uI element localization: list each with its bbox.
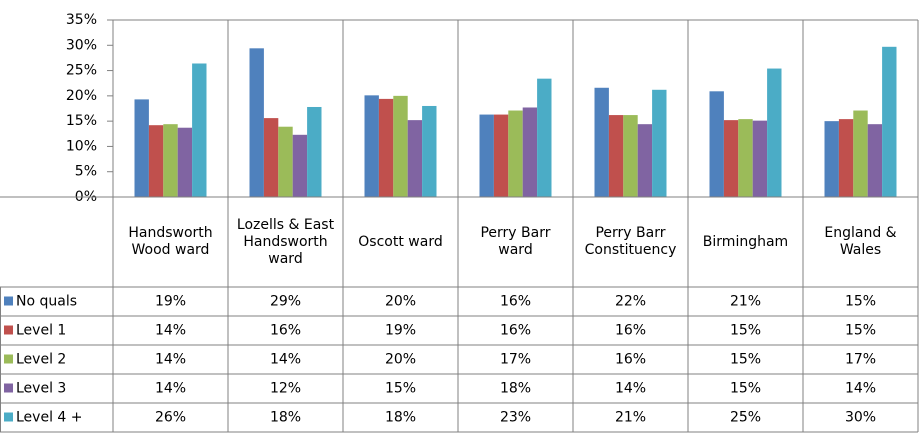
bar — [163, 124, 178, 197]
bar — [307, 106, 322, 197]
bar — [249, 48, 264, 197]
bar — [177, 127, 193, 197]
table-value: 18% — [500, 381, 531, 397]
table-value: 15% — [845, 294, 876, 310]
bar — [767, 68, 782, 197]
category-label: Oscott ward — [358, 233, 443, 250]
y-tick-label: 35% — [66, 12, 97, 28]
legend-label: Level 2 — [16, 352, 66, 368]
table-value: 22% — [615, 294, 646, 310]
bar — [522, 107, 538, 197]
table-value: 14% — [155, 381, 186, 397]
bar — [752, 120, 768, 197]
category-label: England & Wales — [824, 225, 897, 258]
legend-swatch — [4, 412, 13, 422]
legend-label: Level 4 + — [16, 410, 83, 426]
category-label: Perry Barr ward — [480, 225, 551, 258]
table-value: 18% — [270, 410, 301, 426]
table-value: 16% — [615, 323, 646, 339]
bar — [407, 120, 423, 197]
table-value: 15% — [730, 352, 761, 368]
legend-swatch — [4, 383, 13, 393]
table-value: 15% — [385, 381, 416, 397]
legend-label: Level 1 — [16, 323, 66, 339]
table-value: 15% — [730, 323, 761, 339]
bar — [364, 95, 379, 197]
table-value: 14% — [270, 352, 301, 368]
y-tick-label: 25% — [66, 63, 97, 79]
legend-label: No quals — [16, 294, 77, 310]
y-tick-label: 5% — [75, 164, 97, 180]
bar — [479, 114, 494, 197]
table-value: 12% — [270, 381, 301, 397]
legend-swatch — [4, 325, 13, 335]
y-tick-label: 20% — [66, 88, 97, 104]
bar — [867, 124, 883, 197]
bar — [192, 63, 207, 198]
bar — [278, 126, 293, 197]
table-value: 29% — [270, 294, 301, 310]
legend-label: Level 3 — [16, 381, 66, 397]
table-value: 20% — [385, 294, 416, 310]
y-tick-label: 10% — [66, 138, 97, 154]
bar — [608, 115, 624, 197]
table-value: 21% — [730, 294, 761, 310]
table-value: 16% — [615, 352, 646, 368]
bar — [652, 89, 667, 197]
bar — [853, 110, 868, 197]
bar — [623, 115, 638, 197]
table-value: 14% — [155, 323, 186, 339]
y-tick-label: 30% — [66, 37, 97, 53]
bar — [292, 134, 308, 197]
legend-swatch — [4, 354, 13, 364]
table-value: 17% — [500, 352, 531, 368]
bar — [148, 125, 164, 197]
table-value: 14% — [155, 352, 186, 368]
bar — [838, 119, 854, 197]
bar — [508, 110, 523, 197]
bar — [493, 114, 509, 197]
table-value: 17% — [845, 352, 876, 368]
table-value: 16% — [270, 323, 301, 339]
category-label: Birmingham — [702, 233, 789, 250]
bar — [738, 119, 753, 197]
bar — [378, 98, 394, 197]
bar — [594, 87, 609, 197]
bar — [723, 120, 739, 197]
bar — [824, 121, 839, 197]
table-value: 16% — [500, 294, 531, 310]
table-value: 20% — [385, 352, 416, 368]
table-value: 19% — [385, 323, 416, 339]
table-value: 21% — [615, 410, 646, 426]
legend-swatch — [4, 296, 13, 306]
table-value: 15% — [730, 381, 761, 397]
bar — [134, 99, 149, 197]
table-value: 14% — [615, 381, 646, 397]
table-value: 16% — [500, 323, 531, 339]
y-tick-label: 15% — [66, 113, 97, 129]
category-label: Handsworth Wood ward — [128, 225, 213, 258]
table-value: 18% — [385, 410, 416, 426]
bar — [637, 124, 653, 197]
table-value: 30% — [845, 410, 876, 426]
table-value: 19% — [155, 294, 186, 310]
category-label: Perry Barr Constituency — [584, 225, 677, 258]
table-value: 25% — [730, 410, 761, 426]
bar — [882, 46, 897, 197]
bar — [263, 118, 279, 197]
table-value: 23% — [500, 410, 531, 426]
table-value: 26% — [155, 410, 186, 426]
bar — [393, 95, 408, 197]
bar — [537, 78, 552, 197]
bar — [422, 105, 437, 197]
bar — [709, 91, 724, 197]
table-value: 15% — [845, 323, 876, 339]
category-label: Lozells & East Handsworth ward — [236, 216, 335, 267]
table-value: 14% — [845, 381, 876, 397]
